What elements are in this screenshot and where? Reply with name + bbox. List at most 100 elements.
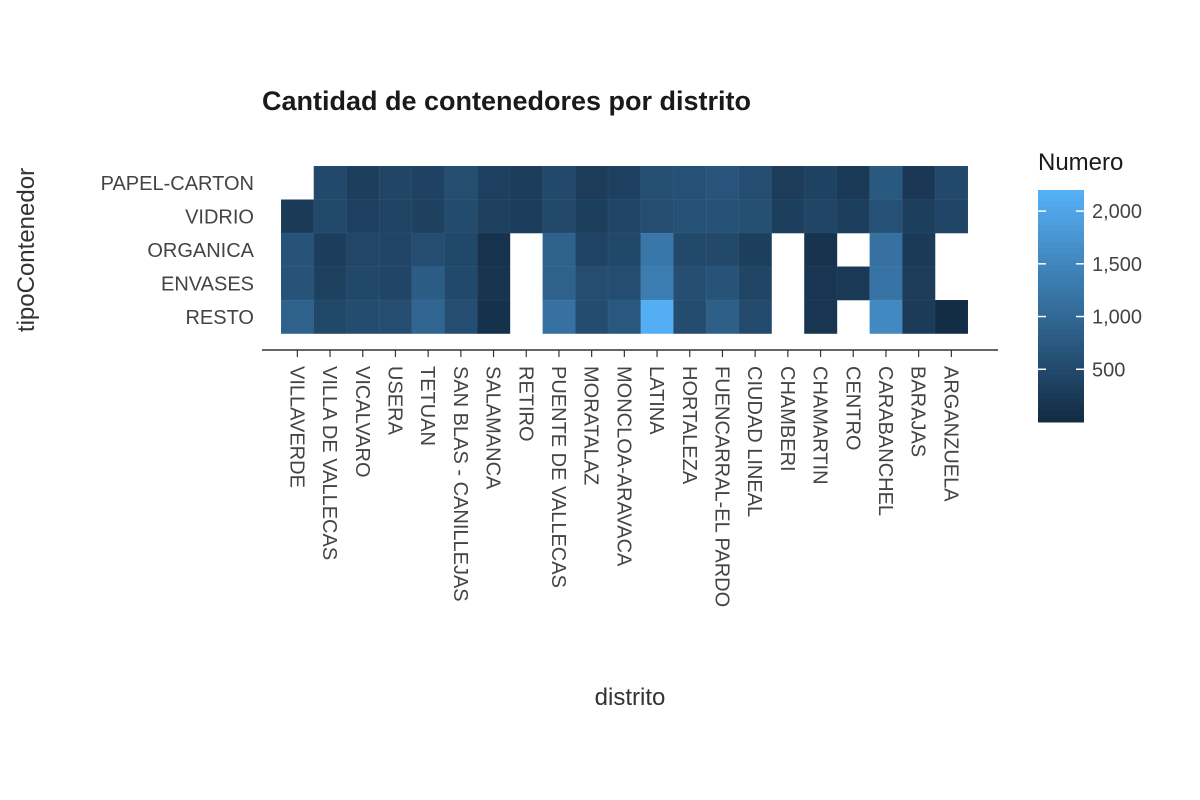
legend-colorbar <box>1038 190 1084 423</box>
x-tick-label: HORTALEZA <box>678 366 700 485</box>
heatmap-cell <box>803 266 838 301</box>
x-tick-label: RETIRO <box>514 366 536 442</box>
heatmap-cell <box>803 299 838 335</box>
legend-color-step <box>1038 288 1084 295</box>
heatmap-cell <box>836 199 871 234</box>
heatmap-cell <box>542 299 576 335</box>
heatmap-cell <box>771 165 805 201</box>
heatmap-cell <box>869 165 903 201</box>
heatmap-cell <box>738 165 773 201</box>
heatmap-cells <box>280 165 969 335</box>
legend-color-step <box>1038 398 1084 406</box>
x-tick-label: CIUDAD LINEAL <box>743 366 765 517</box>
heatmap-cell <box>705 266 740 301</box>
heatmap-cell <box>607 165 642 201</box>
heatmap-cell <box>313 165 347 201</box>
heatmap-cell <box>313 266 347 301</box>
heatmap-cell <box>902 232 936 268</box>
y-tick-label: ENVASES <box>161 273 254 295</box>
heatmap-cell <box>705 232 740 268</box>
heatmap-cell <box>444 199 478 234</box>
legend-color-step <box>1038 230 1084 237</box>
x-tick-label: PUENTE DE VALLECAS <box>547 366 569 588</box>
x-tick-label: USERA <box>383 366 405 436</box>
x-tick-label: TETUAN <box>416 366 438 446</box>
heatmap-cell <box>607 199 642 234</box>
y-axis-title: tipoContenedor <box>13 168 40 332</box>
heatmap-cell <box>640 299 674 335</box>
heatmap-cell <box>836 165 871 201</box>
heatmap-cell <box>673 199 707 234</box>
heatmap-cell <box>738 299 773 335</box>
heatmap-cell <box>575 299 609 335</box>
legend-color-step <box>1038 393 1084 400</box>
legend-color-step <box>1038 253 1084 261</box>
heatmap-cell <box>542 232 576 268</box>
heatmap-cell <box>673 165 707 201</box>
heatmap-cell <box>280 199 315 234</box>
heatmap-cell <box>934 299 969 335</box>
heatmap-cell <box>411 232 446 268</box>
heatmap-cell <box>738 266 773 301</box>
heatmap-cell <box>476 299 511 335</box>
legend-color-step <box>1038 300 1084 307</box>
legend-color-step <box>1038 190 1084 197</box>
heatmap-cell <box>738 199 773 234</box>
legend-color-step <box>1038 236 1084 243</box>
heatmap-cell <box>575 165 609 201</box>
heatmap-cell <box>444 299 478 335</box>
x-tick-label: VILLA DE VALLECAS <box>318 366 340 560</box>
legend-color-step <box>1038 387 1084 394</box>
heatmap-cell <box>346 165 380 201</box>
legend-color-step <box>1038 306 1084 313</box>
x-tick-label: VICALVARO <box>351 366 373 478</box>
heatmap-cell <box>411 266 446 301</box>
legend-title: Numero <box>1038 149 1123 176</box>
legend-color-step <box>1038 416 1084 423</box>
heatmap-cell <box>607 299 642 335</box>
heatmap-cell <box>869 299 903 335</box>
heatmap-cell <box>313 299 347 335</box>
heatmap-cell <box>509 199 544 234</box>
y-tick-label: VIDRIO <box>185 206 254 228</box>
heatmap-cell <box>476 199 511 234</box>
heatmap-cell <box>902 266 936 301</box>
legend-tick-label: 500 <box>1092 359 1125 381</box>
x-tick-label: CENTRO <box>841 366 863 450</box>
legend-color-step <box>1038 352 1084 359</box>
heatmap-cell <box>640 199 674 234</box>
x-tick-label: CHAMBERI <box>776 366 798 472</box>
legend-color-step <box>1038 358 1084 365</box>
x-tick-label: MORATALAZ <box>580 366 602 485</box>
heatmap-cell <box>509 165 544 201</box>
heatmap-cell <box>673 266 707 301</box>
x-tick-label: FUENCARRAL-EL PARDO <box>710 366 732 607</box>
x-tick-label: SALAMANCA <box>482 366 504 490</box>
heatmap-cell <box>640 266 674 301</box>
x-tick-label: VILLAVERDE <box>285 366 307 488</box>
heatmap-cell <box>476 266 511 301</box>
heatmap-cell <box>902 165 936 201</box>
heatmap-cell <box>836 266 871 301</box>
heatmap-cell <box>575 199 609 234</box>
chart-title: Cantidad de contenedores por distrito <box>262 86 751 116</box>
heatmap-cell <box>803 165 838 201</box>
legend-color-step <box>1038 381 1084 388</box>
heatmap-cell <box>542 266 576 301</box>
heatmap-cell <box>280 299 315 335</box>
heatmap-cell <box>313 199 347 234</box>
legend-color-step <box>1038 277 1084 284</box>
heatmap-cell <box>411 165 446 201</box>
legend-color-step <box>1038 317 1084 324</box>
y-tick-label: RESTO <box>185 307 254 329</box>
legend-color-step <box>1038 294 1084 301</box>
legend-color-step <box>1038 364 1084 371</box>
heatmap-cell <box>673 299 707 335</box>
legend-color-step <box>1038 207 1084 214</box>
heatmap-cell <box>280 266 315 301</box>
heatmap-cell <box>476 165 511 201</box>
heatmap-cell <box>771 199 805 234</box>
legend-ticks: 500 1,000 1,500 2,000 <box>1038 201 1142 381</box>
heatmap-cell <box>346 232 380 268</box>
legend-color-step <box>1038 282 1084 290</box>
